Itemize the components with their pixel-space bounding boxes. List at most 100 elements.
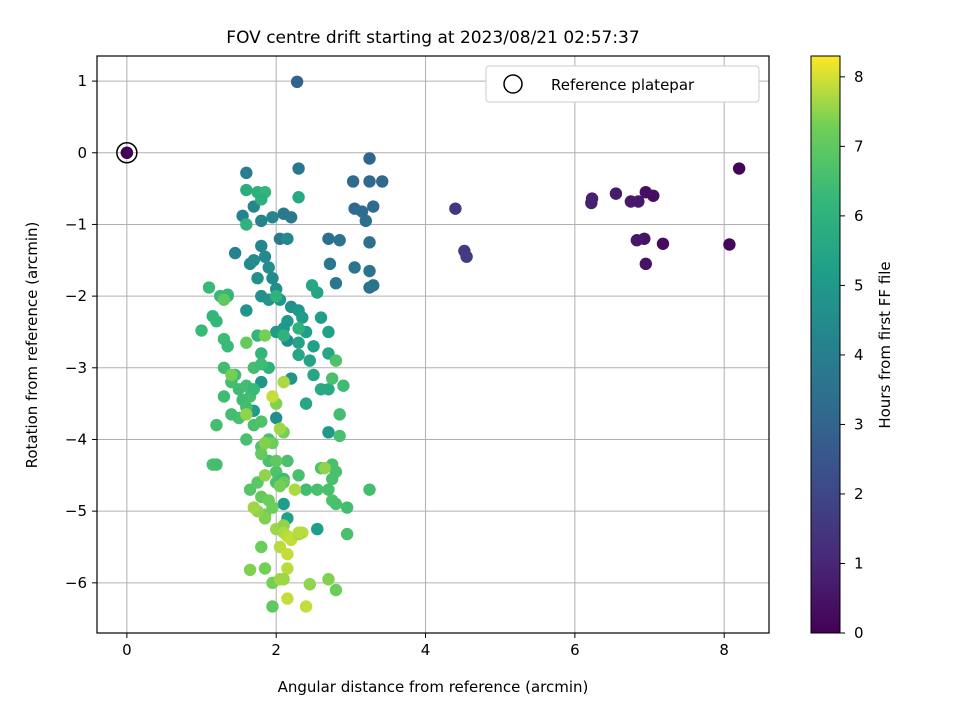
data-point <box>292 322 305 335</box>
data-point <box>217 293 231 306</box>
data-point <box>305 279 319 292</box>
data-point <box>359 214 372 228</box>
y-axis: 1 0 −1 −2 −3 −4 −5 −6 <box>65 72 97 592</box>
y-axis-label: Rotation from reference (arcmin) <box>23 222 41 469</box>
data-point <box>311 522 324 536</box>
data-point <box>258 562 272 575</box>
data-point <box>240 166 253 180</box>
data-point <box>277 375 290 389</box>
x-tick-label: 0 <box>122 641 132 659</box>
data-point <box>240 433 253 446</box>
data-point <box>240 183 253 197</box>
legend: Reference platepar <box>485 65 760 103</box>
data-point <box>363 175 376 188</box>
y-tick-label: 1 <box>77 72 87 90</box>
data-point <box>460 250 473 263</box>
data-point <box>299 397 313 410</box>
data-point <box>363 264 376 278</box>
data-point <box>355 205 369 218</box>
data-point <box>322 573 335 586</box>
data-point <box>255 347 268 360</box>
y-tick-label: −3 <box>65 359 87 377</box>
y-tick-label: −4 <box>65 430 87 448</box>
data-point <box>258 436 272 450</box>
x-axis-label: Angular distance from reference (arcmin) <box>278 678 589 696</box>
data-point <box>322 325 335 339</box>
data-point <box>266 271 279 285</box>
data-point <box>346 175 360 188</box>
data-point <box>281 454 294 468</box>
data-point <box>363 152 376 165</box>
y-tick-label: −5 <box>65 502 87 520</box>
data-point <box>266 501 279 514</box>
data-point <box>270 454 283 468</box>
data-point <box>288 483 302 496</box>
data-point <box>225 408 238 421</box>
data-point <box>247 383 260 396</box>
colorbar-tick-label: 4 <box>854 346 864 364</box>
data-point <box>299 600 313 613</box>
data-point <box>340 527 354 541</box>
colorbar-tick-label: 1 <box>854 554 864 572</box>
colorbar-label: Hours from first FF file <box>876 261 894 428</box>
data-point <box>255 239 268 253</box>
data-point <box>296 311 309 324</box>
data-point <box>240 336 253 349</box>
data-point <box>609 187 623 200</box>
data-point <box>333 429 346 443</box>
reference-point-dot <box>120 146 134 159</box>
data-point <box>326 372 339 385</box>
data-point <box>243 563 257 577</box>
data-point <box>363 236 376 249</box>
data-point <box>255 193 268 206</box>
colorbar-gradient <box>810 55 841 634</box>
data-point <box>322 483 335 496</box>
data-point <box>255 214 268 228</box>
data-point <box>314 311 328 324</box>
data-point <box>258 250 272 263</box>
data-point <box>292 469 305 482</box>
data-point <box>290 75 304 89</box>
data-point <box>281 232 294 245</box>
data-point <box>333 234 346 247</box>
data-point <box>363 483 376 496</box>
data-point <box>221 340 234 353</box>
data-point <box>273 422 287 435</box>
data-point <box>240 304 253 317</box>
data-point <box>376 175 389 188</box>
y-tick-label: −2 <box>65 287 87 305</box>
data-point <box>292 336 305 349</box>
data-point <box>281 562 294 575</box>
data-point <box>449 202 462 215</box>
data-point <box>258 469 272 482</box>
chart-title: FOV centre drift starting at 2023/08/21 … <box>226 28 639 48</box>
data-point <box>292 526 305 539</box>
data-point <box>277 329 290 342</box>
data-point <box>262 261 275 274</box>
data-point <box>363 281 376 294</box>
data-point <box>281 547 294 561</box>
colorbar-tick-label: 2 <box>854 485 864 503</box>
data-point <box>329 354 343 367</box>
data-point <box>281 592 294 605</box>
data-point <box>270 289 283 303</box>
reference-point-ring <box>116 142 138 164</box>
data-point <box>322 232 335 245</box>
x-tick-label: 8 <box>719 641 729 659</box>
data-point <box>266 390 279 403</box>
data-point <box>210 458 223 471</box>
data-point <box>329 465 343 478</box>
data-point <box>255 415 268 428</box>
data-point <box>311 483 324 496</box>
colorbar-tick-label: 7 <box>854 137 864 155</box>
data-point <box>340 501 354 514</box>
x-axis: 0 2 4 6 8 <box>122 633 729 659</box>
data-point <box>322 426 335 439</box>
data-point <box>624 195 638 208</box>
colorbar-tick-label: 0 <box>854 624 864 642</box>
colorbar-tick-label: 6 <box>854 207 864 225</box>
data-point <box>732 162 746 175</box>
data-point <box>284 211 298 224</box>
data-point <box>266 600 279 613</box>
